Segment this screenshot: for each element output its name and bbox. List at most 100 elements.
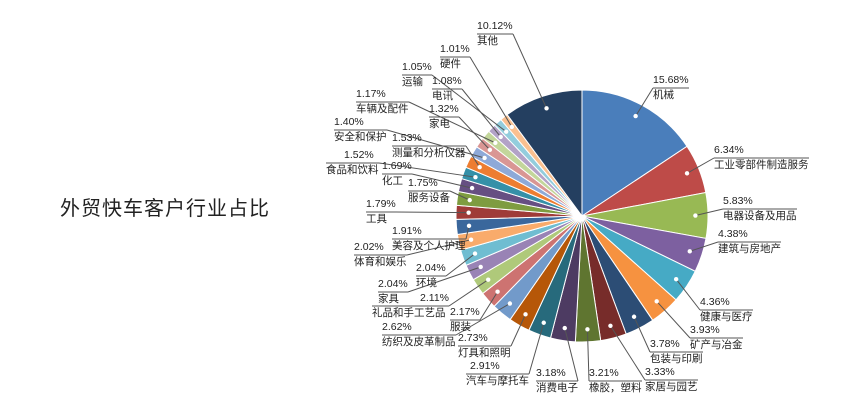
slice-percent: 1.53% [392,132,422,144]
leader-line [689,241,719,252]
slice-name: 安全和保护 [334,131,387,143]
leader-line [386,129,485,159]
slice-name: 消费电子 [536,382,578,394]
leader-dot [633,113,638,119]
chart-title: 外贸快车客户行业占比 [60,198,270,220]
slice-name: 橡胶，塑料 [589,382,642,394]
leader-dot [562,325,567,331]
leader-dot [503,129,509,134]
leader-dot [693,213,698,218]
leader-line [635,87,654,117]
leader-line [448,279,489,307]
slice-percent: 2.17% [450,306,480,318]
leader-line [431,74,507,133]
leader-dot [541,320,546,325]
leader-line [455,303,511,336]
slice-name: 环境 [416,277,437,289]
leader-dot [477,164,482,170]
slice-name: 电讯 [432,90,453,102]
leader-line [408,101,496,144]
slice-name: 礼品和手工艺品 [372,307,446,319]
leader-dot [466,223,472,229]
leader-dot [673,277,679,282]
leader-line [686,157,715,174]
pie-slice [506,89,583,218]
slice-name: 工业零部件制造服务 [714,159,809,171]
leader-dot [507,301,513,306]
slice-name: 服务设备 [408,192,450,204]
slice-name: 食品和饮料 [326,164,379,176]
leader-dot [468,237,474,242]
leader-line [512,33,548,109]
slice-name: 运输 [402,76,423,88]
slice-percent: 5.83% [723,195,753,207]
slice-percent: 1.79% [366,198,396,210]
slice-percent: 15.68% [653,74,689,86]
leader-dot [469,185,475,191]
slice-name: 家具 [378,293,399,305]
leader-dot [473,174,478,180]
slice-percent: 1.52% [344,149,374,161]
slice-name: 家居与园艺 [645,381,698,393]
slice-name: 包装与印刷 [650,353,703,365]
leader-dot [687,249,692,254]
slice-percent: 1.01% [440,43,470,55]
leader-line [586,329,590,382]
slice-name: 建筑与房地产 [718,243,781,255]
slice-name: 美容及个人护理 [392,240,466,252]
leader-dot [654,299,659,304]
slice-percent: 1.91% [392,225,422,237]
slice-percent: 3.18% [536,367,566,379]
slice-name: 家电 [429,118,450,130]
leader-dot [544,106,549,111]
slice-percent: 4.36% [700,296,730,308]
leader-line [564,327,579,382]
leader-line [465,145,481,168]
leader-line [411,173,473,189]
slice-name: 汽车与摩托车 [466,375,529,387]
slice-name: 工具 [366,213,387,225]
leader-line [479,291,499,321]
slice-percent: 1.40% [334,116,364,128]
pie-slice [581,89,688,217]
slice-name: 机械 [653,89,674,101]
leader-line [449,190,470,201]
leader-line [465,225,470,240]
leader-line [675,278,701,311]
slice-name: 电器设备及用品 [723,210,797,222]
leader-dot [523,312,528,317]
slice-percent: 2.91% [470,360,500,372]
leader-line [510,314,526,347]
leader-line [407,266,481,293]
slice-percent: 3.78% [650,338,680,350]
slice-percent: 1.69% [382,160,412,172]
slice-percent: 1.17% [356,88,386,100]
leader-line [445,253,476,277]
leader-dot [493,140,498,146]
leader-dot [509,124,514,130]
leader-line [395,211,469,214]
slice-percent: 10.12% [477,20,513,32]
slice-percent: 2.11% [420,292,449,304]
leader-line [656,300,691,339]
leader-dot [585,327,590,332]
slice-percent: 2.73% [458,332,488,344]
slice-percent: 6.34% [714,144,744,156]
slice-name: 矿产与冶金 [690,339,743,351]
leader-dot [495,289,500,294]
slice-name: 车辆及配件 [356,103,409,115]
slice-percent: 3.21% [589,367,619,379]
slice-name: 健康与医疗 [700,311,753,323]
leader-line [633,316,651,353]
slice-name: 纺织及皮革制品 [382,336,456,348]
leader-dot [478,264,483,270]
slice-percent: 2.04% [378,278,408,290]
slice-name: 测量和分析仪器 [392,147,466,159]
slice-percent: 3.33% [645,366,675,378]
leader-dot [684,171,690,176]
leader-dot [466,210,471,215]
leader-line [695,208,724,217]
leader-dot [482,155,487,161]
leader-dot [467,197,472,203]
